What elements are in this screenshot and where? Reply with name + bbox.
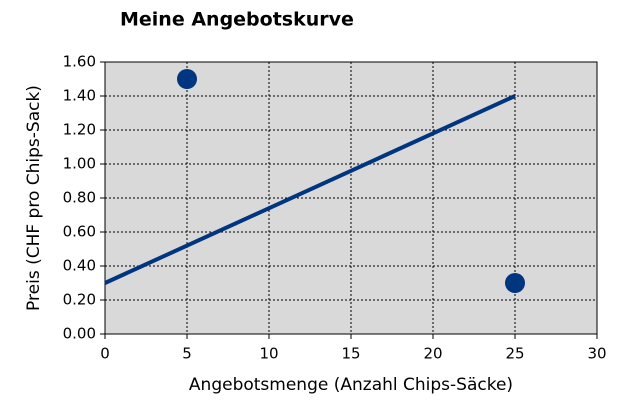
x-tick-label: 15 <box>341 345 360 363</box>
data-point <box>177 69 197 89</box>
y-tick-label: 0.80 <box>63 189 96 207</box>
x-tick-label: 20 <box>423 345 442 363</box>
x-tick-label: 30 <box>587 345 606 363</box>
y-tick-label: 1.40 <box>63 87 96 105</box>
supply-line <box>104 94 516 285</box>
y-tick-label: 1.00 <box>63 155 96 173</box>
x-tick-label: 0 <box>100 345 110 363</box>
x-tick-label: 10 <box>259 345 278 363</box>
y-tick-label: 0.40 <box>63 257 96 275</box>
y-tick-label: 1.60 <box>63 53 96 71</box>
data-point <box>505 273 525 293</box>
y-axis-label: Preis (CHF pro Chips-Sack) <box>24 85 44 311</box>
y-tick-label: 0.20 <box>63 291 96 309</box>
y-tick-label: 0.00 <box>63 325 96 343</box>
plot-border <box>104 61 598 335</box>
y-tick-label: 0.60 <box>63 223 96 241</box>
x-tick-label: 25 <box>505 345 524 363</box>
x-tick-label: 5 <box>182 345 192 363</box>
x-axis-label: Angebotsmenge (Anzahl Chips-Säcke) <box>189 375 513 395</box>
y-tick-label: 1.20 <box>63 121 96 139</box>
chart-title: Meine Angebotskurve <box>120 9 354 31</box>
